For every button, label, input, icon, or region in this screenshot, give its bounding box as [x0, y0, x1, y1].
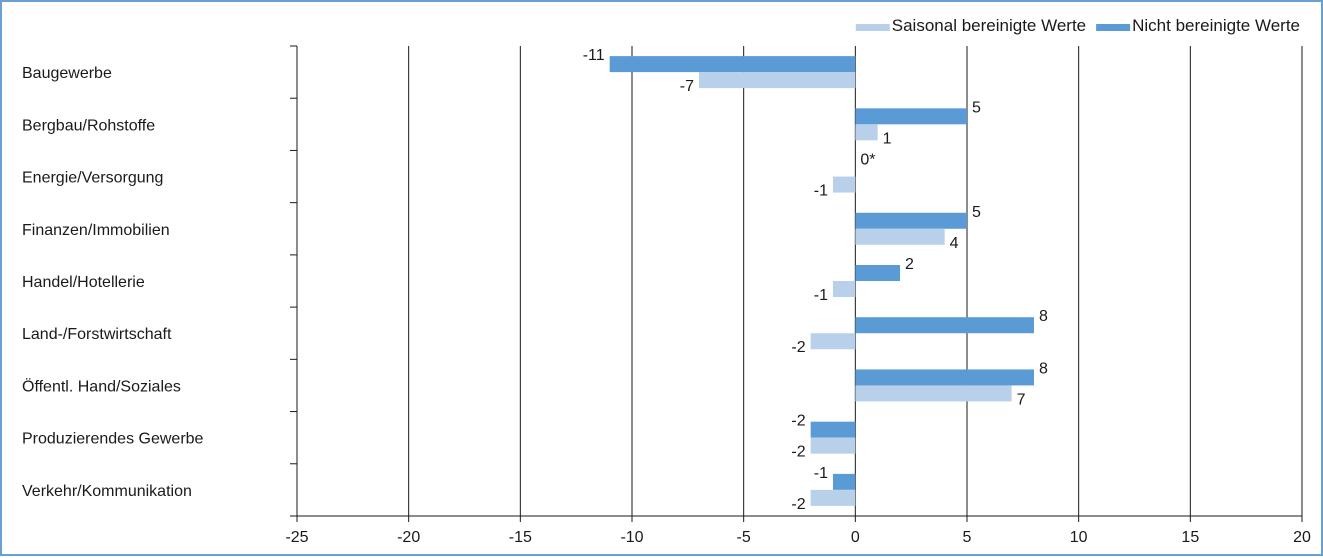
bar [833, 281, 856, 297]
bar [855, 369, 1034, 386]
x-tick-label: -5 [737, 529, 751, 546]
data-label: -2 [791, 413, 805, 430]
data-label: -2 [791, 496, 805, 513]
bar [855, 265, 900, 281]
data-label: 4 [950, 235, 959, 252]
x-tick-label: -10 [620, 529, 643, 546]
bar [833, 473, 856, 490]
bar [855, 228, 945, 245]
bar [810, 489, 856, 506]
data-label: -1 [814, 287, 828, 304]
bar [810, 333, 856, 350]
bar [855, 385, 1012, 402]
bar [833, 176, 856, 193]
data-label: 7 [1017, 391, 1026, 408]
data-label: -2 [791, 339, 805, 356]
data-label: 2 [905, 256, 914, 273]
category-label: Baugewerbe [22, 65, 112, 82]
bar [855, 108, 967, 125]
category-label: Land-/Forstwirtschaft [22, 326, 172, 343]
category-label: Energie/Versorgung [22, 170, 163, 187]
data-label: 8 [1039, 308, 1048, 325]
x-tick-label: -25 [285, 529, 308, 546]
legend-swatch [855, 24, 890, 31]
bar [699, 72, 856, 89]
data-label: 8 [1039, 360, 1048, 377]
data-label: 0* [860, 152, 875, 169]
category-label: Produzierendes Gewerbe [22, 431, 204, 448]
bar [609, 56, 856, 73]
bar [810, 437, 856, 454]
bar [855, 212, 967, 229]
data-label: -1 [814, 465, 828, 482]
data-label: -11 [583, 47, 605, 64]
bar [855, 124, 878, 141]
legend-swatch [1096, 24, 1131, 31]
category-label: Handel/Hotellerie [22, 274, 145, 291]
category-label: Öffentl. Hand/Soziales [22, 377, 181, 395]
bars [609, 56, 1034, 506]
data-label: -7 [680, 78, 694, 95]
bar [810, 421, 856, 438]
bar [855, 317, 1034, 334]
category-label: Bergbau/Rohstoffe [22, 117, 155, 134]
x-tick-label: 5 [963, 529, 972, 546]
data-label: 5 [972, 99, 981, 116]
data-label: -1 [814, 183, 828, 200]
x-tick-label: 15 [1181, 529, 1199, 546]
labels: Baugewerbe Bergbau/Rohstoffe Energie/Verso… [22, 47, 1048, 513]
data-label: -2 [791, 444, 805, 461]
category-label: Finanzen/Immobilien [22, 222, 170, 239]
legend-label: Nicht bereinigte Werte [1132, 16, 1300, 35]
x-tick-label: -20 [397, 529, 420, 546]
legend-label: Saisonal bereinigte Werte [892, 16, 1086, 35]
x-tick-label: -15 [509, 529, 532, 546]
x-tick-label: 0 [851, 529, 860, 546]
data-label: 5 [972, 204, 981, 221]
x-tick-label: 20 [1293, 529, 1311, 546]
category-label: Verkehr/Kommunikation [22, 483, 192, 500]
legend: Saisonal bereinigte Werte Nicht bereinigt… [855, 16, 1300, 35]
axes: -25 -20 -15 -10 -5 0 5 10 15 20 [285, 45, 1311, 546]
x-tick-label: 10 [1070, 529, 1088, 546]
data-label: 1 [883, 130, 892, 147]
